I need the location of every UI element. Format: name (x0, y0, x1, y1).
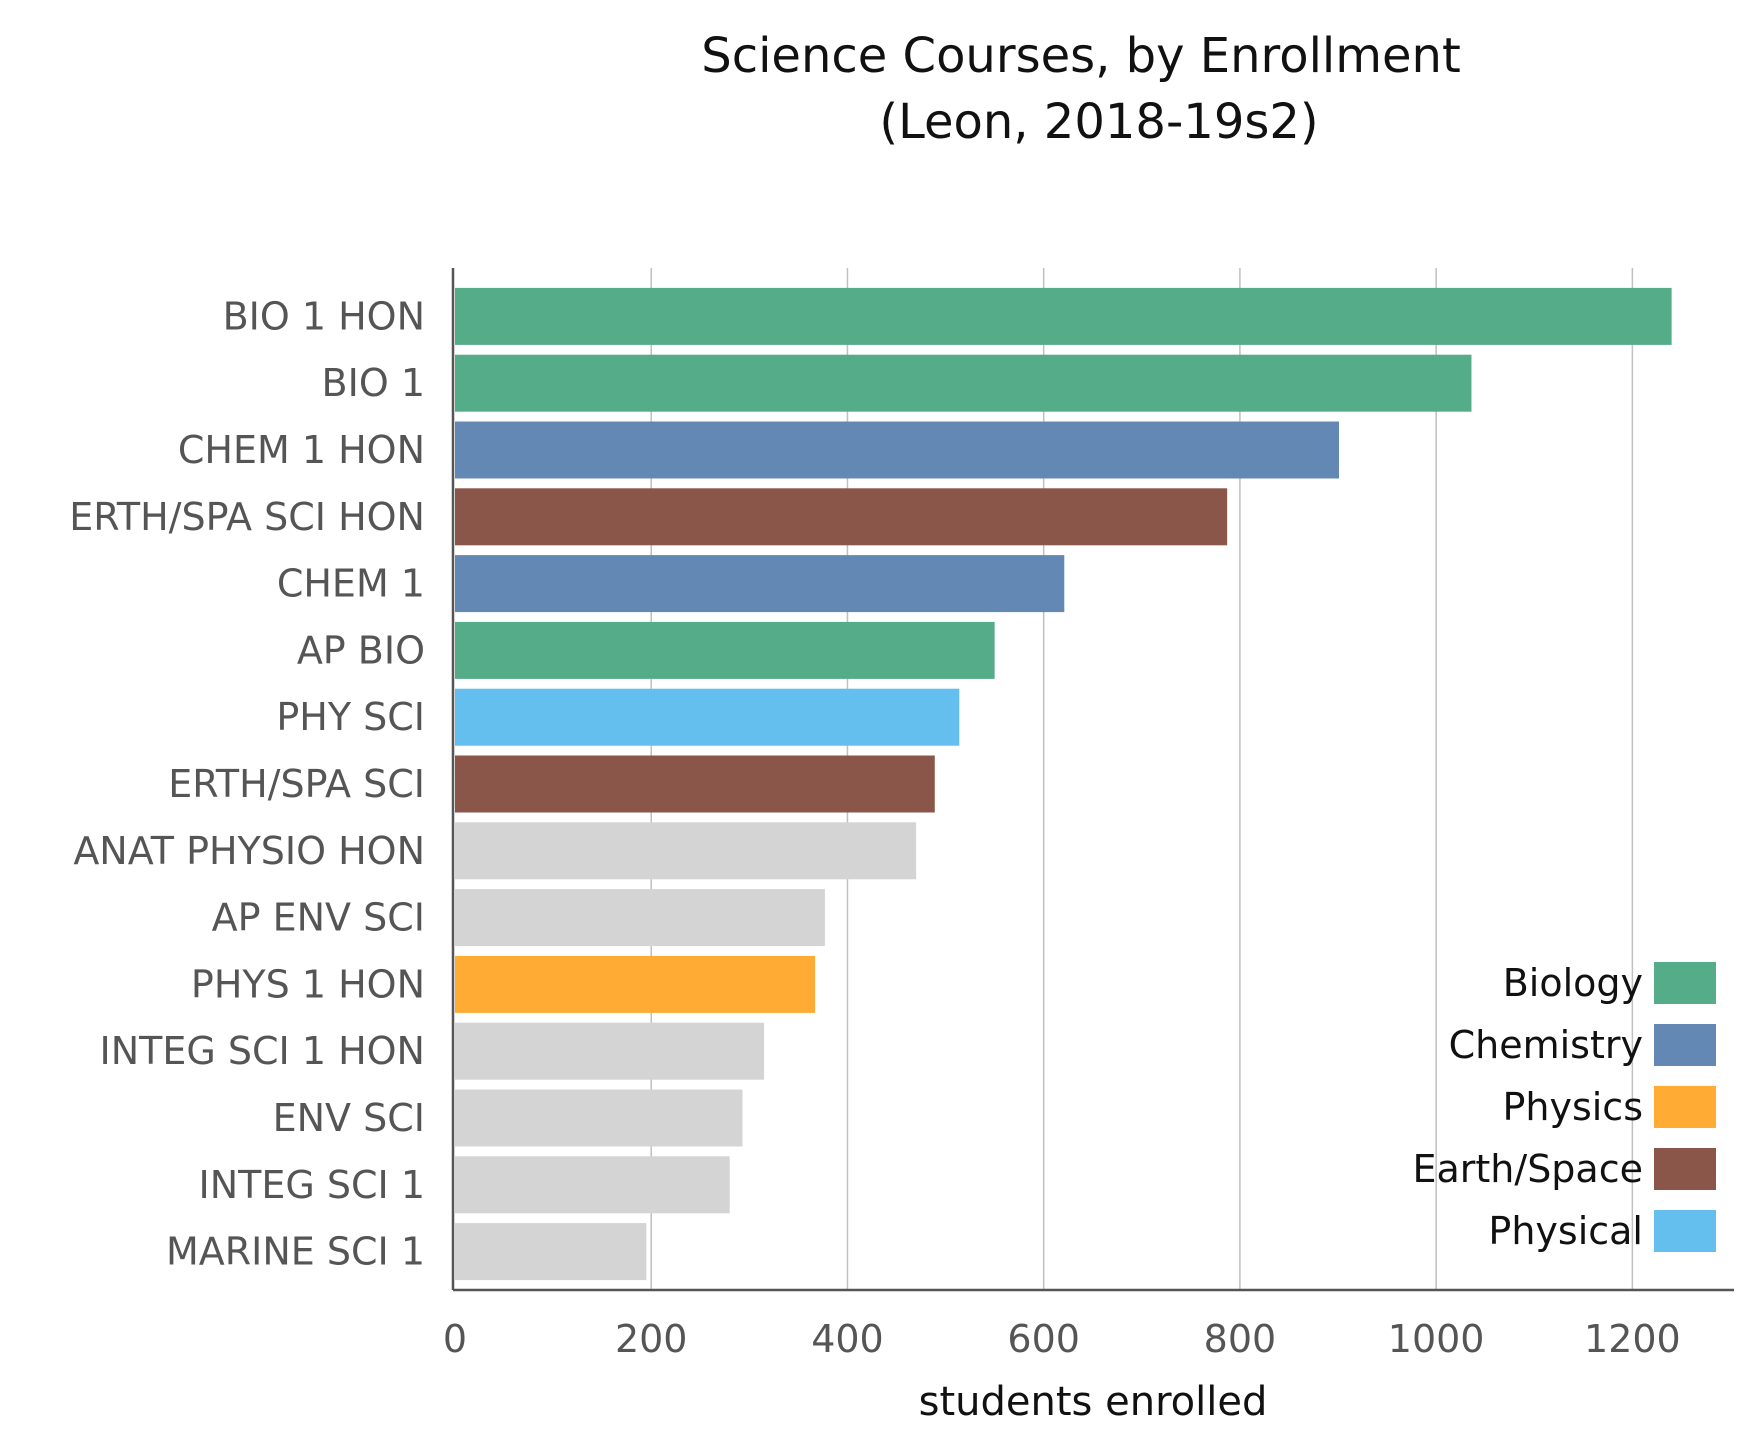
chart-title-line-1: Science Courses, by Enrollment (701, 28, 1461, 84)
bar (455, 488, 1228, 546)
category-label: ERTH/SPA SCI (168, 762, 425, 806)
category-label: BIO 1 HON (223, 294, 425, 338)
category-label: CHEM 1 HON (178, 428, 425, 472)
bar (455, 822, 917, 880)
legend-label: Earth/Space (1412, 1147, 1643, 1191)
legend-label: Physics (1502, 1085, 1643, 1129)
legend-swatch (1654, 962, 1716, 1004)
category-label: ERTH/SPA SCI HON (69, 495, 425, 539)
category-label: PHYS 1 HON (191, 962, 425, 1006)
bar (455, 621, 995, 679)
category-label: BIO 1 (322, 361, 425, 405)
bar (455, 755, 935, 813)
x-axis-title: students enrolled (919, 1379, 1268, 1425)
bar (455, 688, 960, 746)
category-labels: BIO 1 HON BIO 1 CHEM 1 HON ERTH/SPA SCI HON… (69, 294, 425, 1273)
category-label: PHY SCI (276, 695, 425, 739)
x-tick-label: 400 (811, 1317, 884, 1361)
bar (455, 1156, 730, 1214)
bar (455, 1089, 743, 1147)
category-label: INTEG SCI 1 (199, 1163, 426, 1207)
legend-swatch (1654, 1148, 1716, 1190)
category-label: CHEM 1 (277, 562, 425, 606)
bar (455, 889, 825, 947)
bar (455, 1022, 765, 1080)
legend-swatch (1654, 1024, 1716, 1066)
bar (455, 354, 1472, 412)
category-label: MARINE SCI 1 (166, 1230, 425, 1274)
x-tick-label: 600 (1007, 1317, 1080, 1361)
x-tick-label: 0 (443, 1317, 467, 1361)
bars (455, 287, 1672, 1281)
category-label: ANAT PHYSIO HON (73, 829, 425, 873)
x-tick-label: 1200 (1584, 1317, 1681, 1361)
x-tick-labels: 0 200 400 600 800 1000 1200 (443, 1317, 1681, 1361)
chart-title-line-2: (Leon, 2018-19s2) (879, 94, 1318, 150)
category-label: AP BIO (297, 628, 425, 672)
bar (455, 421, 1340, 479)
category-label: ENV SCI (273, 1096, 425, 1140)
x-tick-label: 1000 (1388, 1317, 1485, 1361)
bar (455, 1223, 647, 1281)
legend-swatch (1654, 1086, 1716, 1128)
legend-label: Biology (1503, 961, 1643, 1005)
bar (455, 955, 816, 1013)
category-label: AP ENV SCI (212, 896, 425, 940)
legend-swatch (1654, 1210, 1716, 1252)
category-label: INTEG SCI 1 HON (100, 1029, 426, 1073)
x-tick-label: 200 (615, 1317, 688, 1361)
legend: Biology Chemistry Physics Earth/Space Physic… (1412, 961, 1716, 1253)
x-tick-label: 800 (1204, 1317, 1277, 1361)
bar (455, 555, 1065, 613)
legend-label: Physical (1488, 1209, 1643, 1253)
legend-label: Chemistry (1449, 1023, 1643, 1067)
bar (455, 287, 1672, 345)
